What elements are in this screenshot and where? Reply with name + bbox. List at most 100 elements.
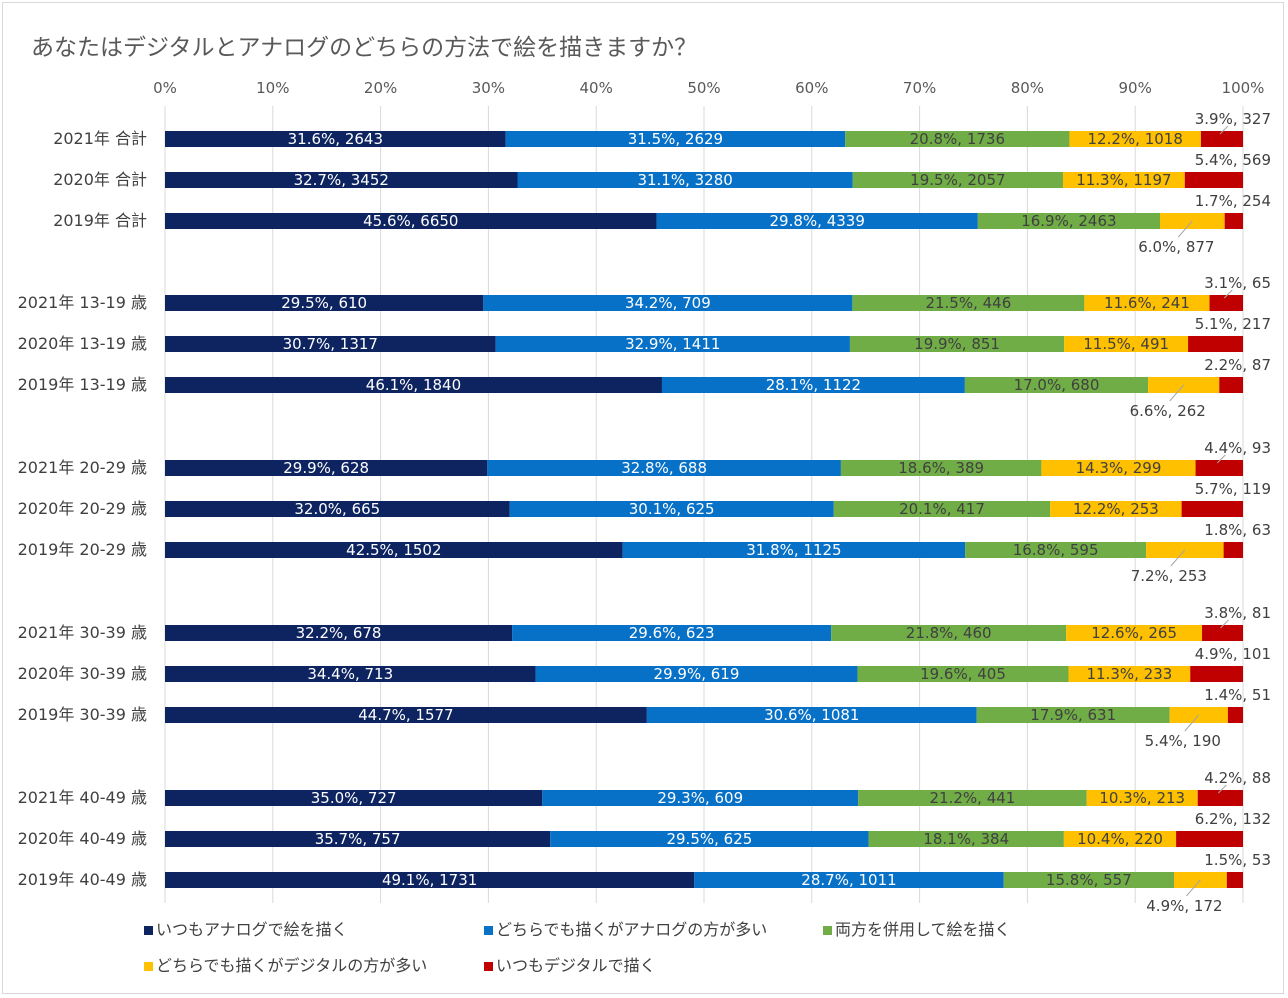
x-tick-labels: 0% 10% 20% 30% 40% 50% 60% 70% 80% 90% 100%	[153, 79, 1264, 97]
bar-segment	[1197, 790, 1243, 806]
bar-segment	[622, 542, 966, 558]
category-label: 2021年 20-29 歳	[18, 458, 147, 477]
category-label: 2020年 合計	[53, 170, 147, 189]
bar-segment	[831, 625, 1067, 641]
category-label: 2021年 合計	[53, 129, 147, 148]
data-label: 32.2%, 678	[296, 624, 382, 642]
bar-segment	[1188, 336, 1243, 352]
x-tick-label: 70%	[903, 79, 936, 97]
data-label: 1.8%, 63	[1204, 521, 1271, 539]
bar-segment	[1062, 172, 1185, 188]
data-label: 6.6%, 262	[1130, 402, 1206, 420]
legend-label: どちらでも描くがアナログの方が多い	[496, 920, 767, 939]
bar-segment	[1064, 336, 1189, 352]
data-label: 16.9%, 2463	[1021, 212, 1116, 230]
bar-segment	[550, 831, 869, 847]
data-label: 34.4%, 713	[307, 665, 393, 683]
data-label: 21.5%, 446	[925, 294, 1011, 312]
x-tick-label: 30%	[472, 79, 505, 97]
legend-label: どちらでも描くがデジタルの方が多い	[156, 956, 427, 975]
data-label: 4.9%, 172	[1146, 897, 1222, 915]
bar-segment	[1003, 872, 1175, 888]
data-labels: 31.6%, 2643 31.5%, 2629 20.8%, 1736 12.2%, …	[281, 110, 1271, 915]
data-label: 10.4%, 220	[1077, 830, 1163, 848]
data-label: 29.9%, 628	[283, 459, 369, 477]
category-label: 2019年 20-29 歳	[18, 540, 147, 559]
data-label: 17.0%, 680	[1014, 376, 1100, 394]
legend-swatch	[823, 926, 832, 935]
bar-segment	[1041, 460, 1196, 476]
x-tick-label: 40%	[580, 79, 613, 97]
data-label: 29.6%, 623	[629, 624, 715, 642]
category-label: 2021年 30-39 歳	[18, 623, 147, 642]
bar-segment	[1174, 872, 1227, 888]
category-label: 2020年 20-29 歳	[18, 499, 147, 518]
leader-line	[1169, 384, 1185, 402]
data-label: 6.2%, 132	[1195, 810, 1271, 828]
bar-segment	[1084, 295, 1210, 311]
bar-segment	[165, 295, 484, 311]
data-label: 32.9%, 1411	[625, 335, 720, 353]
category-label: 2020年 40-49 歳	[18, 829, 147, 848]
bar-segment	[487, 460, 841, 476]
data-label: 6.0%, 877	[1138, 238, 1214, 256]
data-label: 2.2%, 87	[1204, 356, 1271, 374]
data-label: 16.8%, 595	[1013, 541, 1099, 559]
data-label: 17.9%, 631	[1030, 706, 1116, 724]
leader-line	[1218, 784, 1227, 794]
data-label: 4.4%, 93	[1204, 439, 1271, 457]
stacked-bar-chart: あなたはデジタルとアナログのどちらの方法で絵を描きますか？ 0% 10% 20% 30…	[18, 35, 1271, 975]
bar-segment	[840, 460, 1042, 476]
x-tick-label: 90%	[1119, 79, 1152, 97]
data-label: 31.1%, 3280	[637, 171, 732, 189]
data-label: 29.5%, 610	[281, 294, 367, 312]
data-label: 5.7%, 119	[1195, 480, 1271, 498]
data-label: 46.1%, 1840	[366, 376, 461, 394]
bar-segment	[1227, 707, 1243, 723]
legend-swatch	[484, 926, 493, 935]
bar-segment	[1226, 872, 1243, 888]
data-label: 45.6%, 6650	[363, 212, 458, 230]
bar-segment	[656, 213, 978, 229]
bar-segment	[165, 172, 518, 188]
data-label: 11.3%, 233	[1086, 665, 1172, 683]
data-label: 29.5%, 625	[666, 830, 752, 848]
leader-line	[1170, 549, 1186, 567]
legend: いつもアナログで絵を描く どちらでも描くがアナログの方が多い 両方を併用して絵を描く…	[144, 920, 1011, 975]
bar-segment	[1202, 625, 1243, 641]
bar-segment	[868, 831, 1064, 847]
data-label: 21.8%, 460	[906, 624, 992, 642]
x-tick-label: 20%	[364, 79, 397, 97]
bar-segment	[1063, 831, 1177, 847]
data-label: 5.4%, 190	[1145, 732, 1221, 750]
data-label: 12.2%, 253	[1073, 500, 1159, 518]
data-label: 32.8%, 688	[621, 459, 707, 477]
legend-label: 両方を併用して絵を描く	[835, 920, 1011, 939]
data-label: 7.2%, 253	[1131, 567, 1207, 585]
bar-segment	[165, 542, 623, 558]
x-tick-label: 0%	[153, 79, 177, 97]
data-label: 30.6%, 1081	[764, 706, 859, 724]
bar-segment	[517, 172, 853, 188]
data-label: 1.4%, 51	[1204, 686, 1271, 704]
data-label: 31.8%, 1125	[746, 541, 841, 559]
legend-swatch	[144, 962, 153, 971]
bar-segment	[857, 666, 1069, 682]
data-label: 19.5%, 2057	[910, 171, 1005, 189]
data-label: 1.5%, 53	[1204, 851, 1271, 869]
data-label: 42.5%, 1502	[346, 541, 441, 559]
bar-segment	[858, 790, 1087, 806]
bar-segment	[495, 336, 850, 352]
bar-segment	[1066, 625, 1203, 641]
bar-segment	[965, 542, 1147, 558]
bar-segment	[661, 377, 965, 393]
bar-segment	[1223, 542, 1243, 558]
leader-line	[1216, 454, 1226, 464]
bar-segment	[646, 707, 977, 723]
data-label: 10.3%, 213	[1099, 789, 1185, 807]
bar-segment	[1195, 460, 1243, 476]
legend-label: いつもアナログで絵を描く	[156, 920, 348, 939]
data-label: 11.3%, 1197	[1076, 171, 1171, 189]
bar-segment	[165, 336, 496, 352]
bar-segment	[505, 131, 846, 147]
